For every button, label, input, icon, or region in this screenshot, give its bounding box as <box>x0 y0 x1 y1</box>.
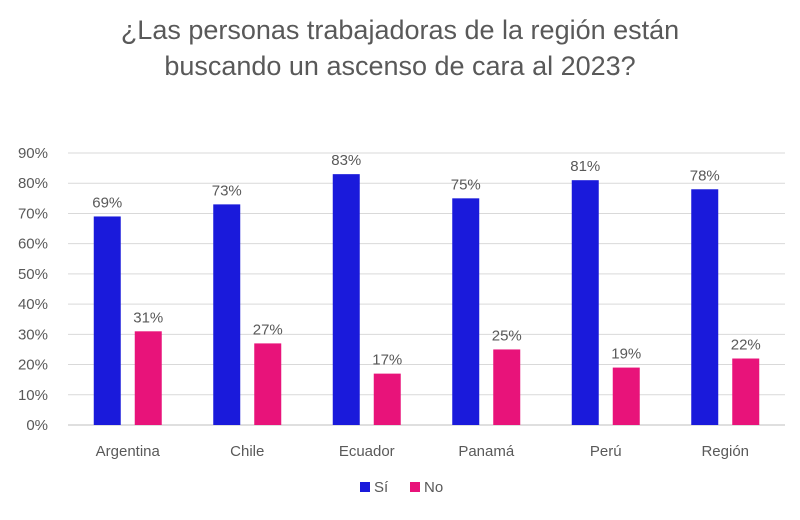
data-label: 83% <box>331 152 361 169</box>
data-label: 25% <box>492 327 522 344</box>
bar-no <box>134 331 162 425</box>
data-label: 17% <box>372 352 402 369</box>
data-label: 69% <box>92 194 122 211</box>
y-tick-label: 40% <box>18 296 48 313</box>
chart-title-line-2: buscando un ascenso de cara al 2023? <box>164 51 636 81</box>
x-tick-label: Perú <box>590 443 622 460</box>
chart-title-line-1: ¿Las personas trabajadoras de la región … <box>120 15 680 45</box>
bar-no <box>612 367 640 425</box>
bar-si <box>571 180 599 425</box>
bar-si <box>691 189 719 425</box>
x-tick-label: Chile <box>230 443 264 460</box>
x-tick-label: Ecuador <box>339 443 395 460</box>
legend-swatch-no <box>410 482 420 492</box>
legend-label: Sí <box>374 479 389 496</box>
bar-si <box>93 216 121 425</box>
bar-no <box>254 343 282 425</box>
y-tick-label: 60% <box>18 236 48 253</box>
x-tick-label: Argentina <box>96 443 161 460</box>
bar-si <box>332 174 360 425</box>
bar-si <box>452 198 480 425</box>
bar-no <box>493 349 521 425</box>
data-label: 27% <box>253 321 283 338</box>
y-tick-label: 10% <box>18 387 48 404</box>
y-tick-label: 30% <box>18 326 48 343</box>
data-label: 78% <box>690 167 720 184</box>
y-tick-label: 70% <box>18 205 48 222</box>
x-tick-label: Región <box>701 443 749 460</box>
data-label: 81% <box>570 158 600 175</box>
legend-label: No <box>424 479 443 496</box>
bar-no <box>732 358 760 425</box>
y-tick-label: 0% <box>26 417 48 434</box>
y-tick-label: 90% <box>18 145 48 162</box>
y-tick-label: 80% <box>18 175 48 192</box>
chart-title: ¿Las personas trabajadoras de la región … <box>0 12 800 84</box>
data-label: 73% <box>212 182 242 199</box>
bar-no <box>373 373 401 425</box>
y-tick-label: 20% <box>18 357 48 374</box>
data-label: 19% <box>611 346 641 363</box>
data-label: 31% <box>133 309 163 326</box>
data-label: 22% <box>731 337 761 354</box>
data-label: 75% <box>451 176 481 193</box>
legend-swatch-si <box>360 482 370 492</box>
x-tick-label: Panamá <box>458 443 515 460</box>
y-tick-label: 50% <box>18 266 48 283</box>
bar-si <box>213 204 241 425</box>
